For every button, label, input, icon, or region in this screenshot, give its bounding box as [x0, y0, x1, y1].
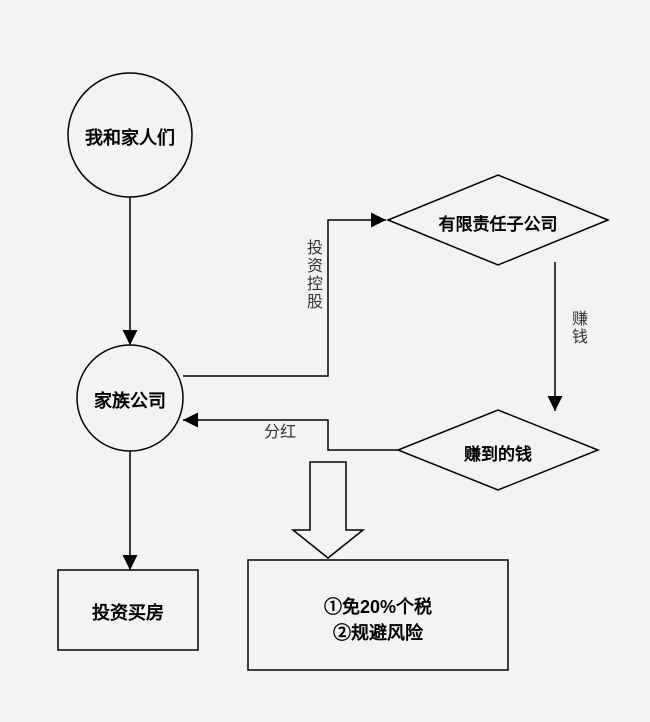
label-benefits: ①免20%个税②规避风险 — [248, 593, 508, 645]
label-family_company: 家族公司 — [77, 387, 183, 413]
block-arrow-e6 — [293, 462, 363, 558]
edge-label-e2: 投资控股 — [300, 239, 324, 311]
edge-label-e3: 赚钱 — [565, 310, 589, 346]
edge-label-e4: 分红 — [264, 418, 296, 442]
label-invest_house: 投资买房 — [58, 599, 198, 625]
label-earned_money: 赚到的钱 — [398, 440, 598, 465]
label-family: 我和家人们 — [68, 124, 192, 150]
label-subsidiary: 有限责任子公司 — [388, 210, 608, 235]
edge-e2 — [183, 220, 386, 376]
